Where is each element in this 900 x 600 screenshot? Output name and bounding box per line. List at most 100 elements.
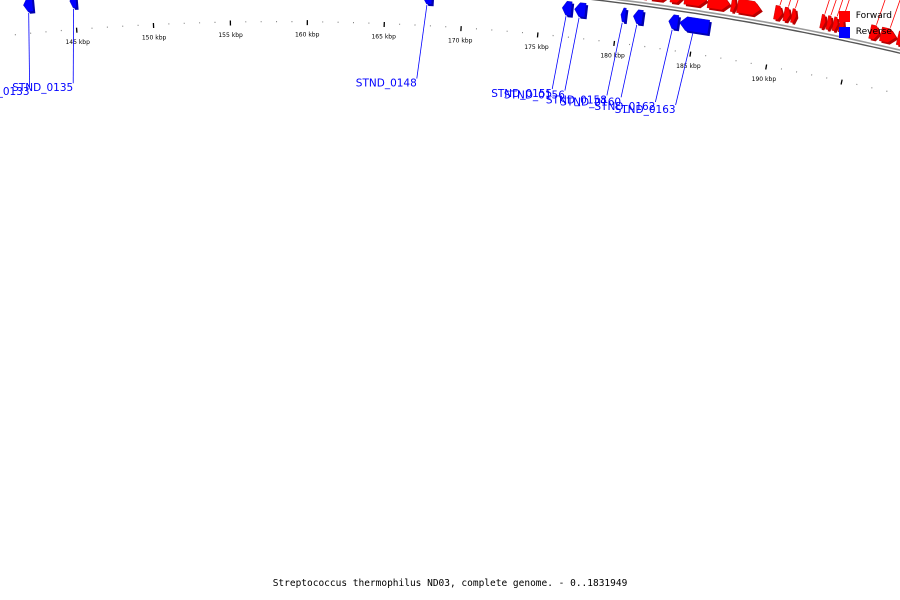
strand-legend: Forward Reverse <box>838 8 892 40</box>
gene-arrow[interactable] <box>868 24 880 40</box>
gene-arrow-shadow <box>643 0 648 1</box>
gene-label: STND_0148 <box>356 78 417 90</box>
gene-arrow[interactable] <box>574 2 587 18</box>
gene-arrow[interactable] <box>23 0 34 13</box>
gene-arrow[interactable] <box>620 7 627 23</box>
gene-stnd_0177[interactable] <box>825 15 834 32</box>
gene-stnd_0174[interactable] <box>790 8 799 25</box>
gene-leader-line <box>836 0 844 17</box>
gene-arrow[interactable] <box>423 0 433 5</box>
tick-label: 155 kbp <box>218 32 243 39</box>
gene-stnd_0133[interactable] <box>23 0 36 14</box>
gene-arrow[interactable] <box>679 16 711 35</box>
forward-swatch-icon <box>838 10 850 22</box>
gene-arrow[interactable] <box>879 26 897 43</box>
gene-stnd_0175[interactable] <box>819 13 828 31</box>
gene-stnd_0182[interactable] <box>879 26 899 45</box>
gene-arrow[interactable] <box>825 15 832 30</box>
gene-leader-line <box>655 29 673 103</box>
gene-leader-line <box>551 16 567 90</box>
legend-reverse: Reverse <box>838 24 892 40</box>
gene-features[interactable] <box>9 0 900 60</box>
gene-stnd_0167[interactable] <box>669 0 685 5</box>
gene-stnd_0170[interactable] <box>729 0 738 14</box>
gene-label: STND_0162 <box>594 101 655 113</box>
gene-leader-line <box>795 0 799 9</box>
gene-leader-line <box>564 17 580 91</box>
tick-label: 160 kbp <box>295 32 320 39</box>
gene-arrow[interactable] <box>633 9 644 25</box>
gene-arrow[interactable] <box>683 0 707 7</box>
tick-label: 185 kbp <box>676 63 701 70</box>
gene-stnd_0178[interactable] <box>831 16 840 33</box>
genome-backbone <box>590 0 900 54</box>
gene-stnd_0172[interactable] <box>773 5 785 22</box>
legend-forward: Forward <box>838 8 892 24</box>
scale-ticks <box>14 20 888 92</box>
legend-forward-label: Forward <box>855 11 892 21</box>
tick-label: 145 kbp <box>65 39 90 46</box>
gene-arrow[interactable] <box>831 16 839 32</box>
gene-arrow[interactable] <box>669 0 683 4</box>
tick-label: 175 kbp <box>524 44 549 51</box>
gene-label: STND_0135 <box>12 82 73 94</box>
gene-leader-line <box>830 0 837 16</box>
tick-label: 180 kbp <box>600 52 625 59</box>
gene-stnd_0155[interactable] <box>561 0 575 18</box>
gene-stnd_0135[interactable] <box>69 0 79 10</box>
tick-label: 190 kbp <box>752 76 777 83</box>
legend-reverse-label: Reverse <box>855 27 892 37</box>
gene-leader-line <box>779 0 783 6</box>
gene-arrow[interactable] <box>790 8 797 23</box>
tick-label: 170 kbp <box>448 38 473 45</box>
gene-leader-line <box>675 32 694 106</box>
tick-label: 150 kbp <box>142 35 167 42</box>
gene-label: STND_0158 <box>546 94 607 106</box>
gene-leader-line <box>416 4 428 79</box>
gene-arrow[interactable] <box>773 5 783 21</box>
tick-label: 165 kbp <box>371 34 396 41</box>
reverse-swatch-icon <box>838 26 850 38</box>
gene-label: STND_0155 <box>491 88 552 100</box>
gene-arrow[interactable] <box>895 30 900 47</box>
major-tick <box>613 40 616 46</box>
gene-label: STND_0156 <box>504 90 565 102</box>
gene-stnd_0166[interactable] <box>650 0 672 3</box>
gene-label: STND_0163 <box>615 104 676 116</box>
gene-leader-line <box>889 0 900 28</box>
gene-arrow[interactable] <box>668 14 680 30</box>
gene-labels: 145 kbp 150 kbp 155 kbp 160 kbp 165 kbp 170 k… <box>0 0 900 116</box>
genome-caption: Streptococcus thermophilus ND03, complet… <box>272 578 628 589</box>
gene-stnd_0180[interactable] <box>868 24 882 42</box>
gene-stnd_0148[interactable] <box>423 0 435 7</box>
gene-leader-line <box>788 0 791 7</box>
gene-leader-line <box>28 12 30 88</box>
gene-stnd_0171[interactable] <box>736 0 763 18</box>
gene-label: STND_0133 <box>0 86 30 98</box>
gene-stnd_0168[interactable] <box>683 0 709 9</box>
backbone-outer <box>614 0 900 51</box>
gene-arrow[interactable] <box>650 0 670 2</box>
gene-stnd_0163[interactable] <box>679 16 712 37</box>
gene-leader-line <box>620 24 638 98</box>
gene-stnd_0173[interactable] <box>782 6 793 24</box>
gene-stnd_0160[interactable] <box>633 9 646 27</box>
gene-arrow[interactable] <box>782 6 791 22</box>
gene-arrow[interactable] <box>729 0 737 13</box>
gene-stnd_0165[interactable] <box>640 0 651 1</box>
gene-leader-line <box>606 22 623 96</box>
gene-label: STND_0160 <box>560 96 621 108</box>
gene-leader-line <box>843 0 850 18</box>
gene-stnd_0156[interactable] <box>574 2 589 20</box>
gene-stnd_0169[interactable] <box>706 0 732 12</box>
gene-arrow[interactable] <box>69 0 77 9</box>
gene-arrow[interactable] <box>706 0 731 11</box>
major-tick <box>840 79 843 85</box>
gene-arrow[interactable] <box>561 0 573 16</box>
gene-leader-line <box>876 0 886 25</box>
gene-arrow[interactable] <box>736 0 762 16</box>
gene-stnd_0162[interactable] <box>668 14 681 32</box>
gene-arrow[interactable] <box>819 13 826 29</box>
gene-stnd_0158[interactable] <box>620 7 629 25</box>
